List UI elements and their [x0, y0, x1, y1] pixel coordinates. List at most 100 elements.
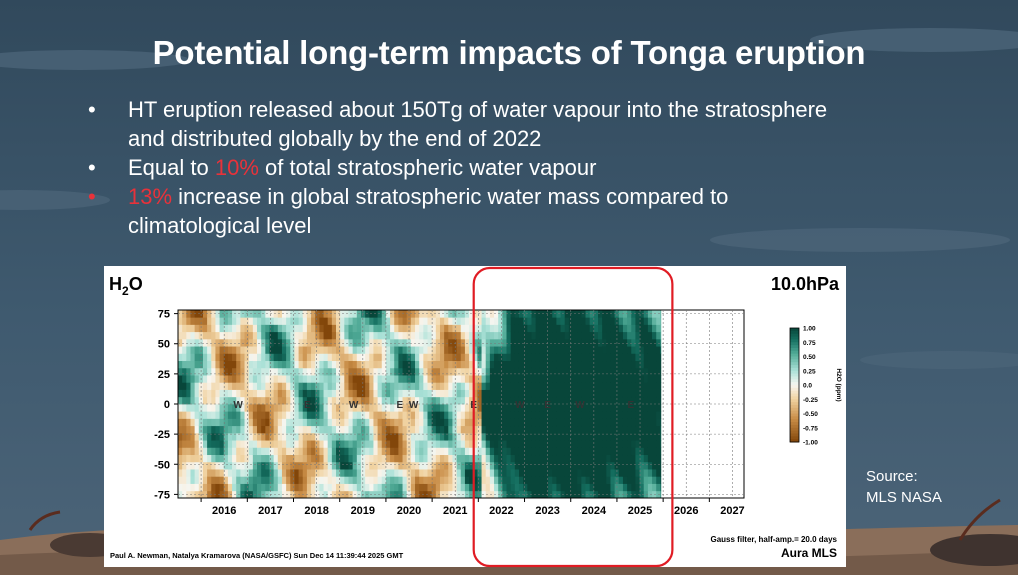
heatmap-cell — [248, 476, 254, 484]
heatmap-cell — [535, 346, 541, 354]
heatmap-cell — [182, 360, 187, 369]
heatmap-cell — [311, 454, 316, 463]
heatmap-cell — [419, 425, 424, 434]
heatmap-cell — [656, 317, 661, 325]
heatmap-cell — [531, 418, 537, 427]
heatmap-cell — [593, 360, 599, 369]
heatmap-cell — [207, 490, 212, 499]
heatmap-cell — [219, 382, 225, 390]
heatmap-cell — [502, 469, 507, 477]
heatmap-cell — [506, 353, 512, 362]
heatmap-cell — [656, 324, 661, 333]
heatmap-cell — [248, 324, 254, 333]
heatmap-cell — [656, 346, 661, 354]
heatmap-cell — [556, 338, 561, 347]
heatmap-cell — [336, 476, 341, 484]
heatmap-cell — [257, 375, 262, 383]
heatmap-cell — [448, 382, 453, 390]
heatmap-cell — [365, 346, 370, 354]
heatmap-cell — [277, 483, 283, 492]
heatmap-cell — [523, 483, 528, 492]
heatmap-cell — [660, 331, 662, 340]
heatmap-cell — [257, 411, 262, 419]
heatmap-cell — [656, 404, 661, 412]
heatmap-cell — [423, 476, 428, 484]
heatmap-cell — [410, 324, 416, 333]
heatmap-cell — [473, 440, 478, 448]
heatmap-cell — [606, 317, 611, 325]
heatmap-cell — [360, 461, 366, 470]
heatmap-cell — [394, 338, 399, 347]
heatmap-cell — [469, 404, 474, 412]
heatmap-cell — [431, 389, 437, 398]
heatmap-cell — [489, 418, 495, 427]
heatmap-cell — [514, 389, 520, 398]
heatmap-cell — [236, 331, 241, 340]
heatmap-cell — [602, 389, 607, 398]
heatmap-cell — [186, 418, 191, 427]
heatmap-cell — [356, 353, 362, 362]
heatmap-cell — [294, 367, 299, 376]
heatmap-cell — [539, 360, 545, 369]
heatmap-cell — [523, 375, 528, 383]
heatmap-cell — [360, 324, 366, 333]
heatmap-cell — [215, 382, 220, 390]
heatmap-cell — [232, 338, 237, 347]
heatmap-cell — [460, 331, 466, 340]
heatmap-cell — [494, 461, 499, 470]
heatmap-cell — [581, 476, 586, 484]
heatmap-cell — [610, 454, 616, 463]
heatmap-cell — [377, 346, 383, 354]
heatmap-cell — [402, 440, 408, 448]
heatmap-cell — [306, 418, 312, 427]
heatmap-cell — [352, 353, 358, 362]
heatmap-cell — [385, 324, 391, 333]
heatmap-cell — [385, 375, 391, 383]
heatmap-cell — [344, 469, 349, 477]
heatmap-cell — [535, 469, 541, 477]
heatmap-cell — [290, 346, 295, 354]
heatmap-cell — [360, 411, 366, 419]
heatmap-cell — [510, 461, 516, 470]
heatmap-cell — [610, 440, 616, 448]
heatmap-cell — [219, 324, 225, 333]
heatmap-cell — [202, 389, 208, 398]
heatmap-cell — [398, 469, 403, 477]
heatmap-cell — [631, 317, 636, 325]
heatmap-cell — [427, 346, 433, 354]
heatmap-cell — [352, 447, 358, 456]
heatmap-cell — [622, 418, 628, 427]
heatmap-cell — [202, 353, 208, 362]
heatmap-cell — [581, 440, 586, 448]
heatmap-cell — [510, 476, 516, 484]
heatmap-cell — [311, 483, 316, 492]
heatmap-cell — [618, 389, 624, 398]
heatmap-cell — [194, 432, 200, 441]
heatmap-cell — [531, 396, 537, 405]
heatmap-cell — [531, 317, 537, 325]
heatmap-cell — [186, 367, 191, 376]
heatmap-cell — [182, 310, 187, 318]
heatmap-cell — [564, 476, 570, 484]
heatmap-cell — [652, 375, 657, 383]
heatmap-cell — [489, 346, 495, 354]
heatmap-cell — [344, 432, 349, 441]
heatmap-cell — [269, 440, 275, 448]
heatmap-cell — [506, 454, 512, 463]
heatmap-cell — [456, 338, 462, 347]
heatmap-cell — [439, 461, 445, 470]
heatmap-cell — [269, 367, 275, 376]
heatmap-cell — [302, 353, 308, 362]
heatmap-cell — [323, 469, 329, 477]
heatmap-cell — [327, 425, 333, 434]
heatmap-cell — [211, 353, 216, 362]
heatmap-cell — [286, 418, 291, 427]
heatmap-cell — [568, 331, 574, 340]
heatmap-cell — [402, 432, 408, 441]
heatmap-cell — [186, 389, 191, 398]
heatmap-cell — [178, 367, 183, 376]
heatmap-cell — [622, 375, 628, 383]
heatmap-cell — [377, 404, 383, 412]
heatmap-cell — [385, 396, 391, 405]
heatmap-cell — [269, 425, 275, 434]
